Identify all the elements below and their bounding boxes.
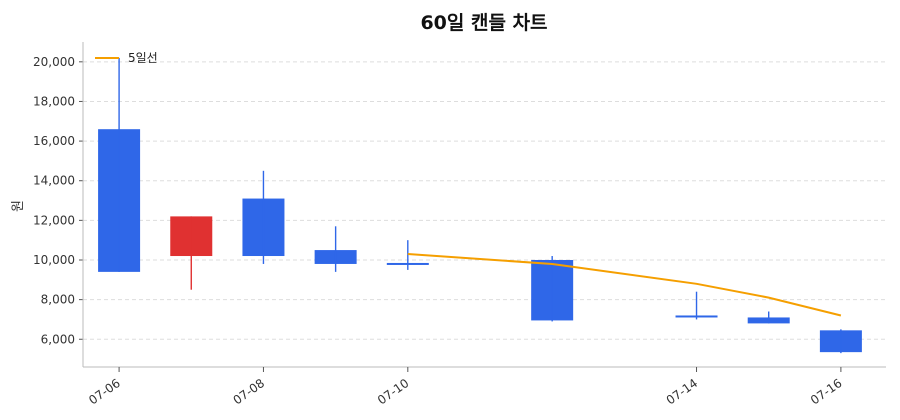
grid-layer (83, 61, 886, 340)
y-tick-label: 16,000 (33, 134, 75, 148)
x-tick-label: 07-08 (231, 376, 268, 407)
moving-average-line (407, 253, 842, 317)
x-tick-label: 07-10 (375, 376, 412, 407)
legend-label-5day: 5일선 (128, 51, 158, 65)
y-axis-title: 원 (11, 200, 26, 212)
x-tick-label: 07-16 (808, 376, 845, 407)
x-tick-label: 07-06 (86, 376, 123, 407)
y-tick-label: 10,000 (33, 253, 75, 267)
y-tick-label: 20,000 (33, 55, 75, 69)
y-tick-label: 6,000 (41, 332, 75, 346)
x-tick-label: 07-14 (664, 376, 701, 407)
axes-layer: 6,000 8,000 10,000 12,000 14,000 16,000 18,000… (33, 42, 886, 407)
y-tick-label: 18,000 (33, 94, 75, 108)
moving-average-layer (407, 253, 842, 317)
legend: 5일선 (95, 51, 158, 65)
candle-layer (98, 57, 862, 354)
chart-title: 60일 캔들 차트 (420, 12, 547, 34)
y-tick-label: 8,000 (41, 293, 75, 307)
y-tick-label: 12,000 (33, 213, 75, 227)
y-tick-label: 14,000 (33, 174, 75, 188)
